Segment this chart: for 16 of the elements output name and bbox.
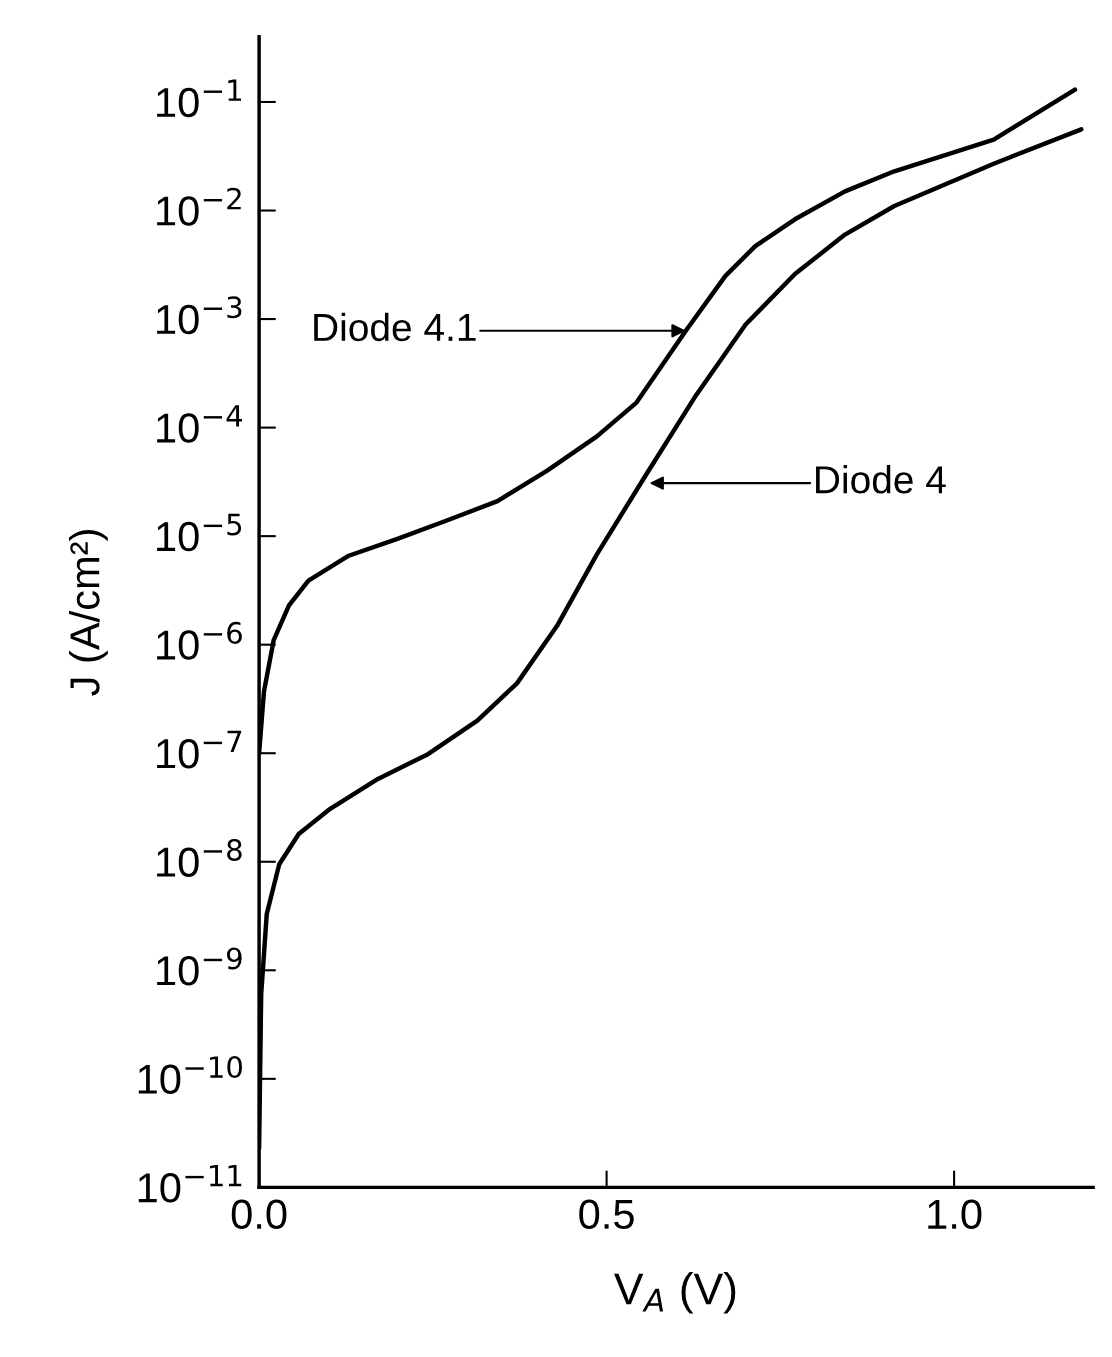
y-tick-label: 10$^{−4}$	[157, 405, 243, 443]
y-axis-title: J (A/cm²)	[69, 530, 108, 696]
y-tick-label: 10$^{−9}$	[157, 947, 242, 986]
y-tick-label: 10$^{−10}$	[138, 1056, 242, 1095]
y-tick-label: 10$^{−3}$	[157, 296, 242, 335]
y-tick-label: 10$^{−7}$	[157, 730, 242, 769]
y-tick-label: 10$^{−5}$	[157, 513, 242, 552]
annotation: Diode 4	[816, 465, 946, 494]
x-tick-label: 1.0	[928, 1199, 982, 1230]
y-tick-label: 10$^{−1}$	[157, 79, 241, 118]
x-axis-title: V$_{A}$ (V)	[614, 1272, 736, 1314]
annotation: Diode 4.1	[314, 312, 476, 342]
x-tick-label: 0.5	[579, 1199, 634, 1230]
y-tick-label: 10$^{−2}$	[157, 187, 241, 226]
y-tick-label: 10$^{−6}$	[157, 621, 242, 660]
y-tick-label: 10$^{−8}$	[157, 838, 242, 877]
